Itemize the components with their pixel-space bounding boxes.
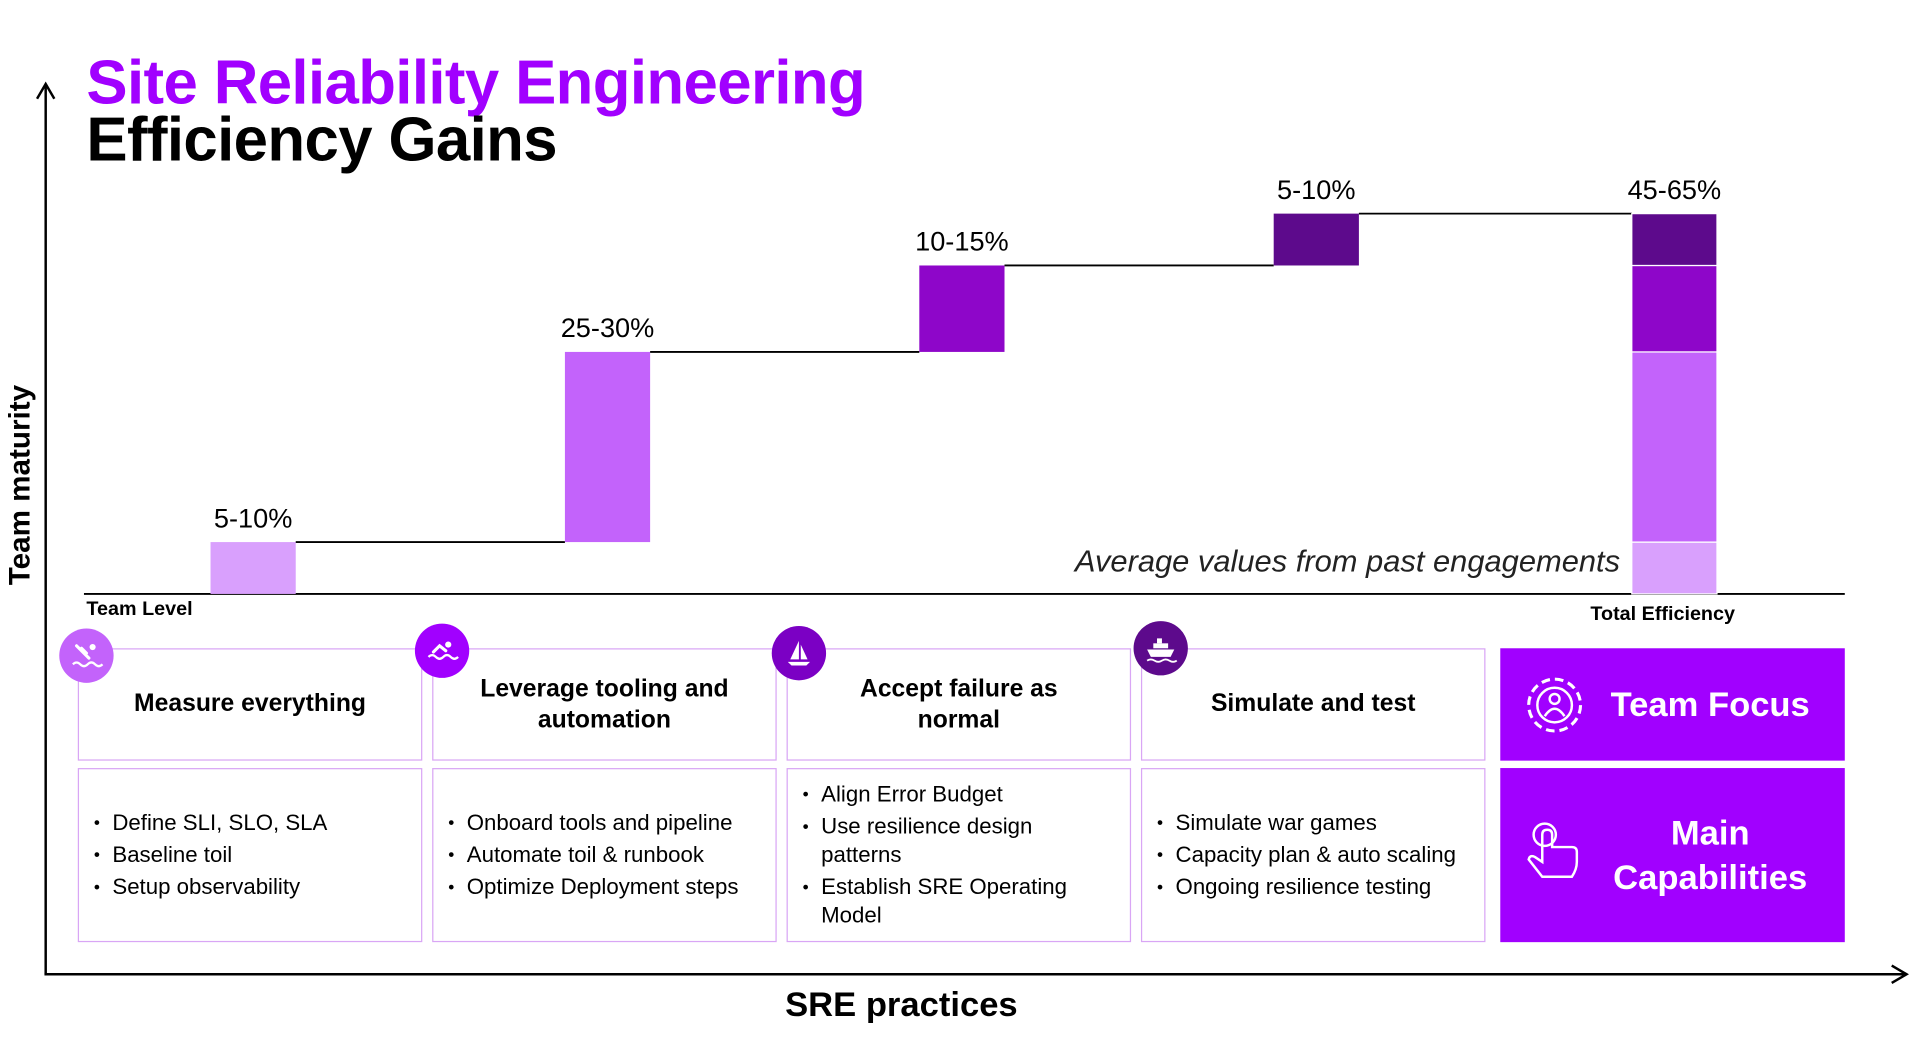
- waterfall-bar: [210, 542, 296, 594]
- x-axis-arrow: [1891, 964, 1909, 984]
- capability-item: Establish SRE Operating Model: [803, 873, 1118, 930]
- title-line1: Site Reliability Engineering: [86, 48, 866, 118]
- capability-item: Ongoing resilience testing: [1157, 873, 1456, 901]
- y-axis-arrow: [35, 81, 56, 100]
- practice-capabilities-measure: Define SLI, SLO, SLA Baseline toil Setup…: [77, 768, 423, 943]
- practice-header-simulate: Simulate and test: [1140, 648, 1486, 761]
- cruise-ship-icon: [1133, 621, 1188, 676]
- total-value-label: 45-65%: [1628, 174, 1722, 205]
- bar-value-label: 10-15%: [915, 226, 1009, 257]
- capability-item: Align Error Budget: [803, 780, 1118, 808]
- title-line2: Efficiency Gains: [86, 104, 557, 175]
- practice-capabilities-simulate: Simulate war games Capacity plan & auto …: [1140, 768, 1486, 943]
- practice-header-failure: Accept failure as normal: [786, 648, 1132, 761]
- x-start-label: Team Level: [86, 598, 193, 620]
- swimmer-diving-icon: [59, 628, 114, 683]
- waterfall-chart: 5-10% 25-30% 10-15% 5-10% 45-65%: [210, 174, 1722, 595]
- practice-title: Leverage tooling and automation: [480, 674, 729, 733]
- capability-item: Baseline toil: [94, 841, 327, 869]
- total-stack-segment: [1631, 264, 1718, 353]
- y-axis-label: Team maturity: [3, 384, 38, 586]
- capability-list: Align Error Budget Use resilience design…: [803, 777, 1118, 934]
- main-capabilities-box: Main Capabilities: [1500, 768, 1845, 943]
- bar-value-label: 25-30%: [561, 312, 655, 343]
- capability-item: Optimize Deployment steps: [448, 873, 738, 901]
- x-end-label: Total Efficiency: [1590, 603, 1735, 625]
- total-stack-segment: [1631, 541, 1718, 595]
- capability-item: Setup observability: [94, 873, 327, 901]
- practice-capabilities-failure: Align Error Budget Use resilience design…: [786, 768, 1132, 943]
- main-capabilities-label: Main Capabilities: [1613, 813, 1808, 896]
- total-stack-segment: [1631, 213, 1718, 267]
- capability-item: Automate toil & runbook: [448, 841, 738, 869]
- practice-title: Simulate and test: [1210, 690, 1416, 718]
- bar-value-label: 5-10%: [214, 502, 293, 533]
- waterfall-bar: [919, 265, 1005, 352]
- capability-item: Define SLI, SLO, SLA: [94, 809, 327, 837]
- x-axis-label: SRE practices: [785, 985, 1018, 1024]
- swimmer-icon: [414, 623, 470, 678]
- waterfall-bar: [1273, 213, 1359, 266]
- waterfall-bar: [564, 351, 651, 543]
- capability-list: Onboard tools and pipeline Automate toil…: [448, 805, 738, 905]
- team-focus-label: Team Focus: [1610, 684, 1810, 723]
- total-stack-segment: [1631, 351, 1718, 543]
- hand-tap-icon: [1527, 822, 1579, 878]
- chart-note: Average values from past engagements: [1074, 544, 1621, 580]
- sailboat-icon: [771, 626, 827, 681]
- gear-person-icon: [1527, 677, 1583, 733]
- practice-header-measure: Measure everything: [77, 648, 423, 761]
- practice-capabilities-tooling: Onboard tools and pipeline Automate toil…: [432, 768, 777, 943]
- capability-item: Simulate war games: [1157, 809, 1456, 837]
- practice-title: Measure everything: [134, 690, 367, 718]
- practice-header-tooling: Leverage tooling and automation: [432, 648, 777, 761]
- capability-list: Define SLI, SLO, SLA Baseline toil Setup…: [94, 805, 327, 905]
- capability-list: Simulate war games Capacity plan & auto …: [1157, 805, 1456, 905]
- capability-item: Onboard tools and pipeline: [448, 809, 738, 837]
- team-focus-box: Team Focus: [1500, 648, 1845, 761]
- capability-item: Use resilience design patterns: [803, 812, 1118, 869]
- practice-title: Accept failure as normal: [859, 674, 1058, 733]
- capability-item: Capacity plan & auto scaling: [1157, 841, 1456, 869]
- bar-value-label: 5-10%: [1277, 174, 1356, 205]
